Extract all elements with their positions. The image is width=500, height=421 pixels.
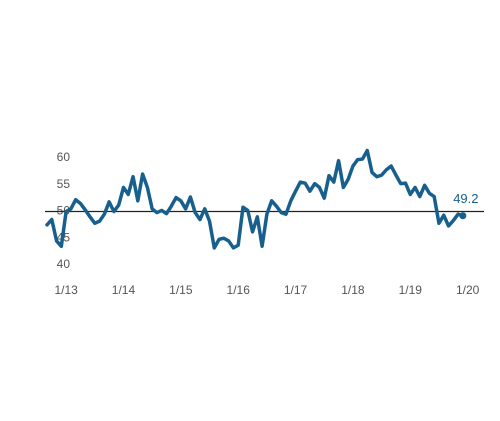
- y-tick-label: 40: [57, 257, 71, 271]
- data-line: [45, 148, 465, 250]
- x-tick-label: 1/18: [341, 283, 365, 297]
- x-tick-label: 1/16: [227, 283, 251, 297]
- x-tick-label: 1/13: [54, 283, 78, 297]
- y-tick-label: 55: [57, 177, 71, 191]
- x-tick-label: 1/19: [399, 283, 423, 297]
- x-tick-label: 1/20: [456, 283, 480, 297]
- end-label: 49.2: [453, 191, 478, 206]
- x-tick-label: 1/17: [284, 283, 308, 297]
- x-tick-label: 1/14: [112, 283, 136, 297]
- x-tick-label: 1/15: [169, 283, 193, 297]
- y-tick-label: 60: [57, 150, 71, 164]
- end-point: [459, 212, 467, 220]
